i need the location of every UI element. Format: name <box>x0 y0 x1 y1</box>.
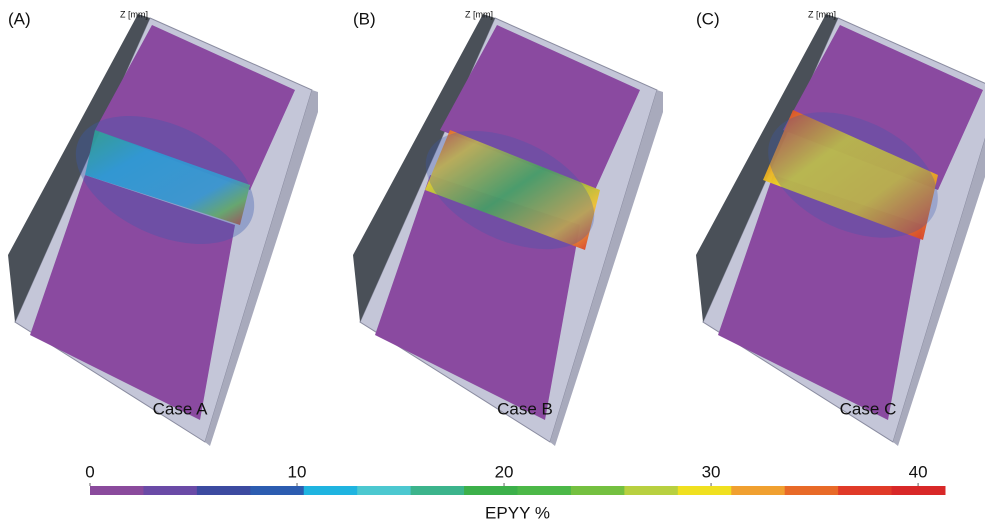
colorbar-segment <box>891 486 946 495</box>
tick-label: 40 <box>909 462 928 481</box>
labels: (A) Z [mm] Case A (B) Z [mm] Case B (C) Z [mm] C… <box>8 9 896 418</box>
colorbar-segment <box>731 486 786 495</box>
panel-caption: Case C <box>840 399 897 418</box>
axis-label: Z [mm] <box>120 9 148 19</box>
panel-caption: Case B <box>497 399 553 418</box>
colorbar-segment <box>784 486 839 495</box>
colorbar-segment <box>838 486 893 495</box>
colorbar-segment <box>410 486 465 495</box>
tick-label: 30 <box>702 462 721 481</box>
panel-label: (C) <box>696 9 720 28</box>
colorbar-segment <box>250 486 305 495</box>
axis-label: Z [mm] <box>465 9 493 19</box>
colorbar-segment <box>196 486 251 495</box>
colorbar-label: EPYY % <box>485 503 550 522</box>
colorbar-segment <box>357 486 412 495</box>
colorbar-segment <box>517 486 572 495</box>
colorbar-segment <box>570 486 625 495</box>
colorbar-segment <box>143 486 198 495</box>
panel-caption: Case A <box>153 399 208 418</box>
panel-label: (B) <box>353 9 376 28</box>
tick-label: 10 <box>288 462 307 481</box>
colorbar-segment <box>624 486 679 495</box>
tick-label: 0 <box>85 462 94 481</box>
colorbar: 0 10 20 30 40 EPYY % <box>85 462 946 522</box>
colorbar-segment <box>303 486 358 495</box>
colorbar-segment <box>677 486 732 495</box>
axis-label: Z [mm] <box>808 9 836 19</box>
colorbar-segment <box>90 486 144 495</box>
tick-label: 20 <box>495 462 514 481</box>
colorbar-segment <box>464 486 518 495</box>
panel-label: (A) <box>8 9 31 28</box>
